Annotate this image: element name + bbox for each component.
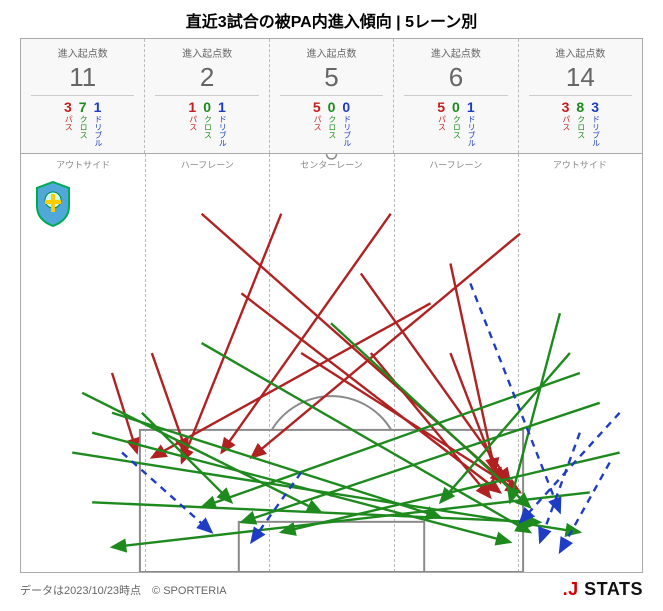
pitch-area: アウトサイド ハーフレーン センターレーン ハーフレーン アウトサイド xyxy=(20,153,643,573)
lane-detail: 5パス 0クロス 1ドリブル xyxy=(398,100,513,147)
lane-cross: 0クロス xyxy=(452,100,461,147)
lane-col-3: 進入起点数 6 5パス 0クロス 1ドリブル xyxy=(394,39,518,153)
chart-title: 直近3試合の被PA内進入傾向 | 5レーン別 xyxy=(0,0,663,38)
pitch-svg xyxy=(21,154,642,572)
lane-detail: 1パス 0クロス 1ドリブル xyxy=(149,100,264,147)
lane-cross: 7クロス xyxy=(78,100,87,147)
brand-logo: .J STATS xyxy=(563,579,643,600)
lane-dribble: 3ドリブル xyxy=(591,100,600,147)
lane-count: 11 xyxy=(31,62,134,96)
lane-pass: 3パス xyxy=(64,100,73,147)
lane-header-label: 進入起点数 xyxy=(149,45,264,60)
lane-col-4: 進入起点数 14 3パス 8クロス 3ドリブル xyxy=(519,39,642,153)
lane-count: 2 xyxy=(155,62,258,96)
lane-count: 6 xyxy=(404,62,507,96)
lane-pass: 3パス xyxy=(561,100,570,147)
lane-pass: 5パス xyxy=(312,100,321,147)
lane-header-label: 進入起点数 xyxy=(274,45,389,60)
lane-cross: 0クロス xyxy=(327,100,336,147)
footer: データは2023/10/23時点 © SPORTERIA .J STATS xyxy=(20,579,643,600)
lane-dribble: 1ドリブル xyxy=(466,100,475,147)
lane-detail: 3パス 8クロス 3ドリブル xyxy=(523,100,638,147)
footer-credit: データは2023/10/23時点 © SPORTERIA xyxy=(20,582,227,598)
lane-pass: 1パス xyxy=(188,100,197,147)
lane-detail: 3パス 7クロス 1ドリブル xyxy=(25,100,140,147)
lane-dribble: 1ドリブル xyxy=(93,100,102,147)
lane-col-2: 進入起点数 5 5パス 0クロス 0ドリブル xyxy=(270,39,394,153)
lane-count: 5 xyxy=(280,62,383,96)
lane-col-0: 進入起点数 11 3パス 7クロス 1ドリブル xyxy=(21,39,145,153)
lane-dribble: 0ドリブル xyxy=(342,100,351,147)
lane-count: 14 xyxy=(529,62,632,96)
lane-cross: 8クロス xyxy=(576,100,585,147)
lane-header-label: 進入起点数 xyxy=(25,45,140,60)
lane-header-label: 進入起点数 xyxy=(523,45,638,60)
lane-pass: 5パス xyxy=(437,100,446,147)
lane-col-1: 進入起点数 2 1パス 0クロス 1ドリブル xyxy=(145,39,269,153)
lane-header-row: 進入起点数 11 3パス 7クロス 1ドリブル 進入起点数 2 1パス 0クロス… xyxy=(20,38,643,153)
brand-j: .J xyxy=(563,579,579,599)
lane-header-label: 進入起点数 xyxy=(398,45,513,60)
lane-cross: 0クロス xyxy=(203,100,212,147)
lane-dribble: 1ドリブル xyxy=(218,100,227,147)
brand-stats: STATS xyxy=(579,579,643,599)
lane-detail: 5パス 0クロス 0ドリブル xyxy=(274,100,389,147)
